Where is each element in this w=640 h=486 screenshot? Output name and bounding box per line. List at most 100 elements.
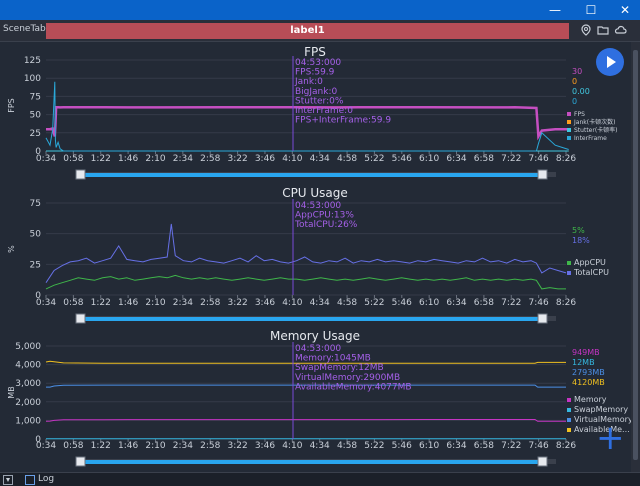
x-tick-label: 1:22 (91, 441, 111, 451)
range-handle-left[interactable] (75, 169, 86, 180)
range-handle-left[interactable] (75, 456, 86, 467)
y-tick-label: 100 (24, 74, 41, 84)
chart-title: CPU Usage (282, 186, 348, 200)
log-toggle-button[interactable] (3, 475, 13, 485)
tooltip-line: VirtualMemory:2900MB (295, 373, 400, 383)
y-tick-label: 25 (30, 260, 41, 270)
x-tick-label: 7:22 (501, 298, 521, 308)
close-button[interactable]: ✕ (619, 3, 631, 17)
x-tick-label: 5:22 (364, 298, 384, 308)
x-tick-label: 4:34 (310, 298, 330, 308)
scrollbar-thumb[interactable] (633, 50, 638, 460)
legend-swatch (567, 271, 571, 275)
legend-label: TotalCPU (573, 268, 609, 277)
tooltip-line: 04:53:000 (295, 201, 341, 211)
tooltip-line: AppCPU:13% (295, 211, 354, 221)
scene-tab[interactable]: SceneTab (3, 24, 46, 34)
scene-bar: SceneTab label1 (0, 20, 640, 42)
range-slider-fill (80, 317, 542, 321)
legend-label: AvailableMe... (574, 425, 630, 434)
tooltip-line: FPS+InterFrame:59.9 (295, 116, 391, 126)
legend-value: 0 (572, 77, 577, 86)
x-tick-label: 5:46 (392, 298, 412, 308)
status-bar: Log (0, 472, 640, 486)
legend-label: AppCPU (574, 258, 606, 267)
x-tick-label: 5:46 (392, 441, 412, 451)
x-tick-label: 6:10 (419, 154, 439, 164)
y-tick-label: 4,000 (15, 361, 41, 371)
y-tick-label: 0 (35, 291, 41, 301)
folder-icon[interactable] (596, 24, 610, 38)
x-tick-label: 3:22 (227, 154, 247, 164)
series-line-interframe (45, 81, 569, 152)
range-handle-right[interactable] (537, 456, 548, 467)
x-tick-label: 6:34 (446, 298, 466, 308)
log-checkbox[interactable] (25, 475, 35, 485)
legend-swatch (567, 128, 571, 132)
minimize-button[interactable]: — (549, 3, 561, 17)
y-axis-label: MB (7, 386, 16, 398)
legend-swatch (567, 112, 571, 116)
y-tick-label: 75 (30, 199, 41, 209)
vertical-scrollbar[interactable] (631, 42, 640, 472)
play-icon[interactable] (596, 48, 624, 76)
range-handle-right[interactable] (537, 313, 548, 324)
add-icon[interactable]: + (596, 418, 625, 458)
x-tick-label: 1:46 (118, 154, 138, 164)
y-tick-label: 5,000 (15, 342, 41, 352)
charts-panel: FPS FPS 125 100 75 50 25 0 0:34 0:58 1:22 1:46 2:10 2… (0, 42, 640, 472)
y-tick-label: 1,000 (15, 416, 41, 426)
legend-swatch (567, 136, 571, 140)
x-tick-label: 7:46 (529, 154, 549, 164)
x-tick-label: 0:34 (36, 441, 56, 451)
y-tick-label: 25 (30, 129, 41, 139)
x-tick-label: 2:10 (145, 441, 165, 451)
y-tick-label: 0 (35, 147, 41, 157)
maximize-button[interactable]: ☐ (585, 3, 597, 17)
legend-value: 4120MB (572, 378, 605, 387)
range-handle-left[interactable] (75, 313, 86, 324)
x-tick-label: 4:58 (337, 298, 357, 308)
tooltip-line: Jank:0 (294, 77, 323, 87)
y-tick-label: 50 (30, 111, 42, 121)
x-tick-label: 8:26 (556, 441, 576, 451)
legend-label: Stutter(卡顿率) (574, 126, 618, 134)
tooltip-line: BigJank:0 (295, 87, 338, 97)
location-pin-icon[interactable] (579, 24, 593, 38)
log-label: Log (38, 474, 55, 484)
series-line-totalcpu (45, 223, 567, 283)
x-tick-label: 6:58 (474, 441, 494, 451)
x-tick-label: 4:58 (337, 154, 357, 164)
x-tick-label: 0:34 (36, 154, 56, 164)
x-tick-label: 1:46 (118, 441, 138, 451)
x-tick-label: 6:34 (446, 154, 466, 164)
range-slider-fill (80, 460, 542, 464)
legend-value: 12MB (572, 358, 595, 367)
x-tick-label: 0:58 (63, 441, 83, 451)
tooltip-line: SwapMemory:12MB (295, 363, 384, 373)
x-tick-label: 2:34 (173, 154, 193, 164)
x-tick-label: 6:58 (474, 298, 494, 308)
range-slider-fill (80, 173, 542, 177)
legend-label: InterFrame (574, 135, 607, 142)
legend-label: VirtualMemory (574, 415, 631, 424)
x-tick-label: 3:46 (255, 441, 275, 451)
scene-label-bar[interactable]: label1 (46, 23, 569, 39)
cloud-icon[interactable] (613, 24, 627, 38)
legend-label: SwapMemory (574, 405, 628, 414)
x-tick-label: 2:58 (200, 154, 220, 164)
x-tick-label: 5:22 (364, 154, 384, 164)
legend-swatch (567, 428, 571, 432)
x-tick-label: 7:46 (529, 298, 549, 308)
x-tick-label: 2:58 (200, 441, 220, 451)
tooltip-line: TotalCPU:26% (294, 220, 358, 230)
x-tick-label: 6:34 (446, 441, 466, 451)
chart-title: Memory Usage (270, 329, 360, 343)
range-handle-right[interactable] (537, 169, 548, 180)
legend-value: 2793MB (572, 368, 605, 377)
series-line-appcpu (45, 274, 566, 290)
tooltip-line: InterFrame:0 (295, 106, 353, 116)
legend-value: 18% (572, 236, 590, 245)
x-tick-label: 3:22 (227, 441, 247, 451)
x-tick-label: 5:46 (392, 154, 412, 164)
